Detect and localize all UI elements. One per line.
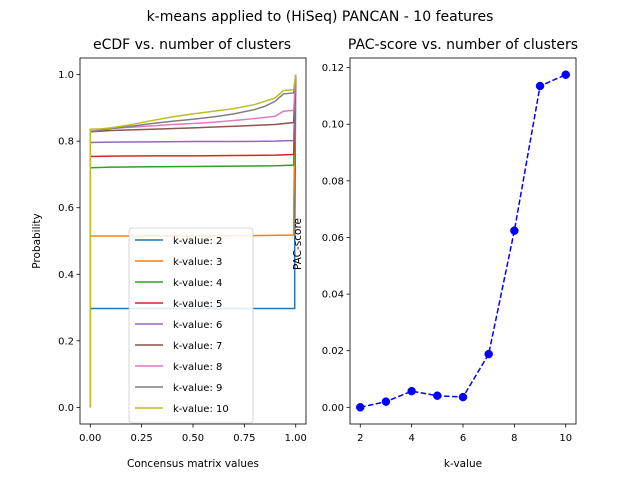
pac-chart: PAC-score vs. number of clusters 2 4 6 8 10 0… <box>292 37 578 470</box>
pac-y-tick-label: 0.04 <box>322 290 344 301</box>
ecdf-legend-label: k-value: 4 <box>173 278 222 289</box>
pac-x-tick-label: 8 <box>511 433 517 444</box>
pac-point-k5 <box>433 391 442 400</box>
pac-y-tick-label: 0.10 <box>322 120 344 131</box>
pac-series <box>356 70 570 412</box>
ecdf-legend-label: k-value: 3 <box>173 257 222 268</box>
ecdf-x-axis-label: Concensus matrix values <box>127 458 259 470</box>
ecdf-x-tick-label: 1.00 <box>285 433 307 444</box>
pac-ticks: 2 4 6 8 10 0.00 0.02 0.04 0.06 0.08 0.10 0.12 <box>322 63 572 444</box>
ecdf-legend-label: k-value: 8 <box>173 362 222 373</box>
pac-x-tick-label: 4 <box>408 433 414 444</box>
pac-point-k9 <box>535 81 545 91</box>
pac-y-tick-label: 0.12 <box>322 63 344 74</box>
pac-y-tick-label: 0.08 <box>322 176 344 187</box>
pac-axes-frame <box>349 57 577 425</box>
ecdf-x-tick-label: 0.25 <box>131 433 153 444</box>
pac-point-k4 <box>407 386 416 396</box>
ecdf-legend-label: k-value: 9 <box>173 383 222 394</box>
pac-point-k3 <box>381 397 391 406</box>
ecdf-legend-box <box>128 227 254 424</box>
pac-y-tick-label: 0.00 <box>322 403 344 414</box>
ecdf-y-tick-label: 1.0 <box>58 70 74 81</box>
ecdf-chart: eCDF vs. number of clusters 0.00 0.25 0.50… <box>31 37 307 470</box>
ecdf-line-k-value-5 <box>89 74 297 408</box>
ecdf-y-tick-label: 0.6 <box>58 203 74 214</box>
ecdf-x-tick-label: 0.00 <box>79 433 101 444</box>
ecdf-axes-frame <box>79 57 307 425</box>
ecdf-legend: k-value: 2 k-value: 3 k-value: 4 k-value: 5… <box>128 227 254 424</box>
pac-y-tick-label: 0.02 <box>322 346 344 357</box>
pac-x-tick-label: 10 <box>559 433 572 444</box>
ecdf-line-k-value-10 <box>89 74 297 408</box>
pac-point-k10 <box>561 70 570 79</box>
ecdf-y-tick-label: 0.8 <box>58 137 74 148</box>
pac-x-axis-label: k-value <box>444 458 482 470</box>
ecdf-legend-label: k-value: 10 <box>173 404 229 415</box>
pac-point-k8 <box>510 226 519 235</box>
pac-y-axis-label: PAC-score <box>292 218 304 270</box>
ecdf-x-tick-label: 0.50 <box>182 433 204 444</box>
ecdf-x-tick-label: 0.75 <box>233 433 255 444</box>
ecdf-legend-label: k-value: 5 <box>173 299 222 310</box>
ecdf-y-tick-label: 0.0 <box>58 403 74 414</box>
ecdf-legend-label: k-value: 2 <box>173 236 222 247</box>
pac-chart-title: PAC-score vs. number of clusters <box>348 37 578 53</box>
pac-y-tick-label: 0.06 <box>322 233 344 244</box>
figure-title: k-means applied to (HiSeq) PANCAN - 10 f… <box>147 9 494 25</box>
pac-line <box>360 74 567 409</box>
ecdf-y-axis-label: Probability <box>31 213 43 269</box>
ecdf-line-k-value-4 <box>89 74 297 408</box>
ecdf-series-lines <box>89 74 297 408</box>
ecdf-line-k-value-9 <box>89 74 297 408</box>
pac-point-k6 <box>458 392 468 402</box>
ecdf-y-tick-label: 0.4 <box>58 270 74 281</box>
pac-x-tick-label: 6 <box>460 433 466 444</box>
pac-point-k7 <box>484 349 493 359</box>
ecdf-ticks: 0.00 0.25 0.50 0.75 1.00 0.0 0.2 0.4 0.6 0.8 1.0 <box>58 70 307 444</box>
ecdf-chart-title: eCDF vs. number of clusters <box>93 37 291 53</box>
ecdf-legend-label: k-value: 6 <box>173 320 222 331</box>
ecdf-line-k-value-6 <box>89 74 297 408</box>
pac-x-tick-label: 2 <box>357 433 363 444</box>
ecdf-legend-label: k-value: 7 <box>173 341 222 352</box>
pac-point-k2 <box>356 403 365 412</box>
ecdf-y-tick-label: 0.2 <box>58 336 74 347</box>
